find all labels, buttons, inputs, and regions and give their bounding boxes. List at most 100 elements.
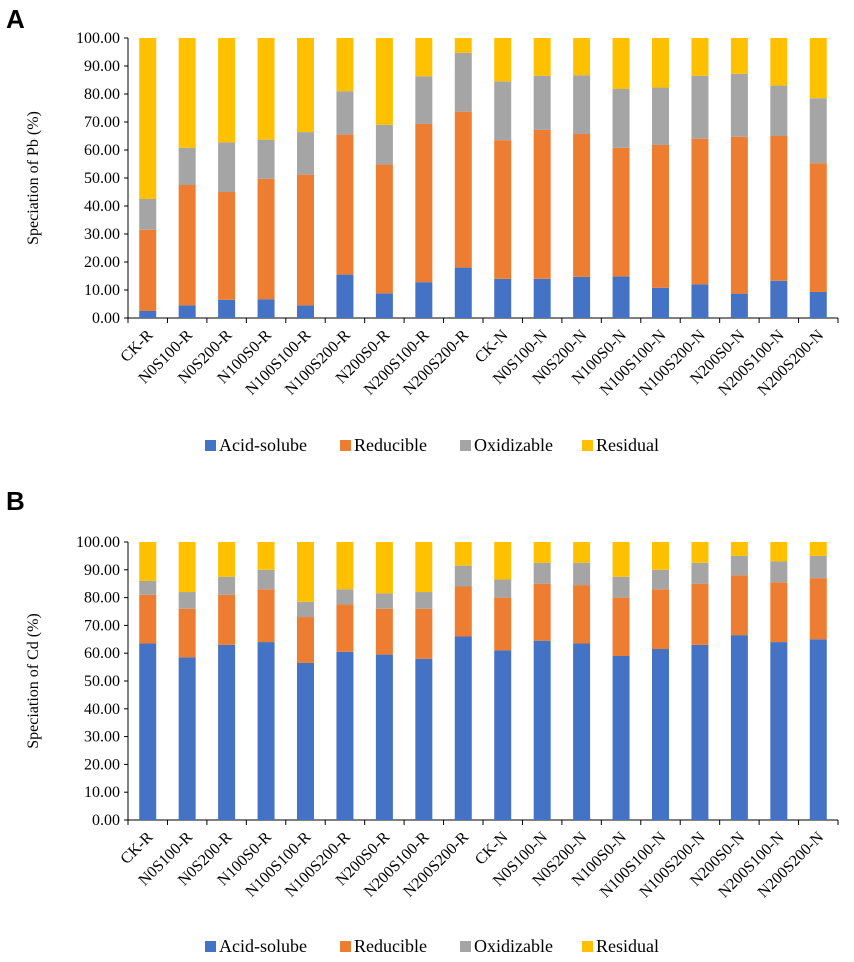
legend-swatch: [340, 440, 351, 451]
bar-segment: [375, 608, 393, 655]
bar-segment: [375, 293, 393, 318]
bar-segment: [454, 636, 472, 820]
bar-segment: [218, 594, 236, 645]
y-axis-title-b: Speciation of Cd (%): [25, 613, 42, 749]
bar-segment: [494, 38, 512, 82]
bar-segment: [612, 276, 630, 318]
bar-segment: [218, 142, 236, 192]
bar-segment: [454, 586, 472, 637]
bar-segment: [730, 635, 748, 820]
y-tick-label: 0.00: [92, 812, 120, 829]
bar-segment: [139, 199, 157, 230]
bar-segment: [652, 542, 669, 570]
bar-segment: [573, 276, 591, 318]
panel-label-a: A: [6, 4, 25, 34]
y-tick-label: 70.00: [84, 114, 120, 131]
bar-segment: [257, 299, 275, 318]
bar-segment: [257, 38, 275, 140]
bar-segment: [533, 640, 551, 820]
bar-segment: [297, 305, 314, 318]
bar-segment: [494, 140, 512, 279]
legend-swatch: [582, 941, 593, 952]
y-tick-label: 30.00: [84, 226, 120, 243]
y-tick-label: 50.00: [84, 673, 120, 690]
bar-segment: [297, 601, 314, 618]
bar-segment: [809, 38, 827, 99]
bar-segment: [691, 583, 709, 645]
bar-segment: [612, 576, 630, 598]
y-axis-title-a: Speciation of Pb (%): [25, 111, 42, 245]
bar-segment: [809, 163, 827, 292]
bar-segment: [652, 144, 669, 288]
y-tick-label: 90.00: [84, 58, 120, 75]
bar-segment: [218, 192, 236, 300]
bar-segment: [809, 639, 827, 820]
bar-segment: [573, 75, 591, 135]
bar-segment: [612, 147, 630, 277]
bar-segment: [573, 134, 591, 277]
bar-segment: [218, 38, 236, 143]
bar-segment: [139, 542, 157, 581]
legend-label: Oxidizable: [474, 435, 553, 455]
y-tick-label: 0.00: [92, 310, 120, 327]
bar-segment: [573, 643, 591, 820]
bar-segment: [178, 608, 196, 658]
y-tick-label: 100.00: [76, 534, 120, 551]
bar-segment: [375, 164, 393, 294]
bar-segment: [652, 649, 669, 820]
bar-segment: [218, 576, 236, 595]
bar-segment: [297, 132, 314, 175]
bar-segment: [612, 88, 630, 148]
legend-label: Oxidizable: [474, 936, 553, 956]
bar-segment: [770, 85, 788, 136]
bar-segment: [257, 569, 275, 590]
y-tick-label: 50.00: [84, 170, 120, 187]
bar-segment: [730, 136, 748, 294]
bar-segment: [612, 655, 630, 820]
bar-segment: [691, 542, 709, 563]
bar-segment: [336, 589, 354, 605]
bar-segment: [730, 555, 748, 576]
bar-segment: [375, 124, 393, 165]
bar-segment: [415, 608, 433, 659]
bar-segment: [691, 284, 709, 318]
bar-segment: [691, 38, 709, 76]
bar-segment: [770, 642, 788, 820]
y-tick-label: 60.00: [84, 645, 120, 662]
bar-segment: [178, 592, 196, 609]
legend-swatch: [340, 941, 351, 952]
bar-segment: [336, 134, 354, 275]
bar-segment: [809, 98, 827, 164]
bar-segment: [415, 542, 433, 593]
bar-segment: [454, 111, 472, 268]
bar-segment: [612, 542, 630, 577]
bar-segment: [178, 185, 196, 306]
bar-segment: [770, 582, 788, 643]
y-tick-label: 100.00: [76, 30, 120, 47]
bar-segment: [415, 38, 433, 77]
y-tick-label: 40.00: [84, 198, 120, 215]
bar-segment: [730, 38, 748, 74]
bar-segment: [533, 583, 551, 641]
bar-segment: [691, 75, 709, 139]
legend-label: Reducible: [354, 936, 427, 956]
bar-segment: [415, 123, 433, 283]
legend-label: Reducible: [354, 435, 427, 455]
panel-label-b: B: [6, 486, 25, 516]
bar-segment: [336, 604, 354, 652]
y-tick-label: 30.00: [84, 729, 120, 746]
legend-label: Acid-solube: [219, 936, 307, 956]
bar-segment: [809, 542, 827, 556]
bar-segment: [730, 73, 748, 137]
bar-segment: [297, 662, 314, 820]
bar-segment: [415, 282, 433, 318]
bar-segment: [297, 38, 314, 133]
bar-segment: [770, 280, 788, 318]
bar-segment: [533, 562, 551, 584]
y-tick-label: 90.00: [84, 562, 120, 579]
bar-segment: [652, 287, 669, 318]
bar-segment: [809, 578, 827, 640]
bar-segment: [730, 575, 748, 636]
bar-segment: [257, 589, 275, 643]
